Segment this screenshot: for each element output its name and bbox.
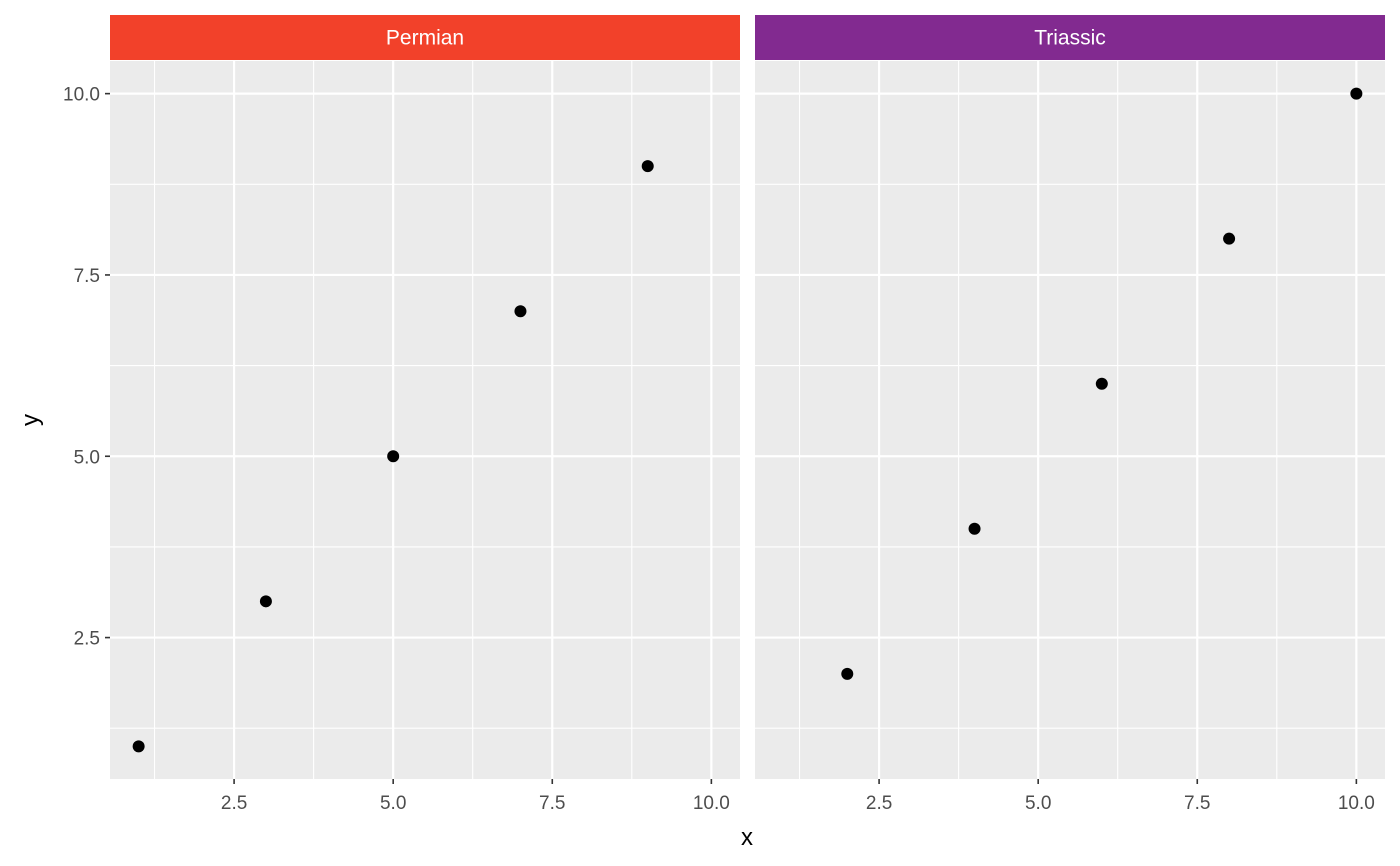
- facet-strip: [755, 15, 1385, 60]
- y-axis-title: y: [17, 414, 44, 426]
- panel-background: [110, 61, 740, 779]
- data-point: [1350, 87, 1363, 100]
- x-tick-label: 7.5: [1184, 793, 1210, 814]
- data-point: [841, 667, 854, 680]
- x-tick-label: 10.0: [693, 793, 730, 814]
- y-tick-label: 7.5: [74, 266, 100, 287]
- data-point: [641, 160, 654, 173]
- facet-panels: Permian 2.5 5.0 7.5 10.0 Triassic 2.5 5.0 7.5 10.…: [110, 15, 1385, 814]
- x-tick-label: 5.0: [380, 793, 406, 814]
- x-tick-label: 2.5: [221, 793, 247, 814]
- y-tick-label: 10.0: [63, 85, 100, 106]
- facet-strip-label: Triassic: [1034, 27, 1106, 50]
- x-tick-label: 2.5: [866, 793, 892, 814]
- x-axis-title: x: [741, 824, 753, 851]
- x-tick-label: 7.5: [539, 793, 565, 814]
- panel-background: [755, 61, 1385, 779]
- data-point: [259, 595, 272, 608]
- data-point: [1095, 377, 1108, 390]
- facet-panel-permian: Permian 2.5 5.0 7.5 10.0: [110, 15, 740, 814]
- y-tick-label: 5.0: [74, 447, 100, 468]
- facet-strip-label: Permian: [386, 27, 464, 50]
- data-point: [387, 450, 400, 463]
- data-point: [1223, 232, 1236, 245]
- data-point: [514, 305, 527, 318]
- data-point: [132, 740, 145, 753]
- data-point: [968, 522, 981, 535]
- facet-strip: [110, 15, 740, 60]
- y-tick-label: 2.5: [74, 629, 100, 650]
- y-axis: 2.5 5.0 7.5 10.0: [63, 85, 110, 650]
- facet-panel-triassic: Triassic 2.5 5.0 7.5 10.0: [755, 15, 1385, 814]
- x-tick-label: 10.0: [1338, 793, 1375, 814]
- x-tick-label: 5.0: [1025, 793, 1051, 814]
